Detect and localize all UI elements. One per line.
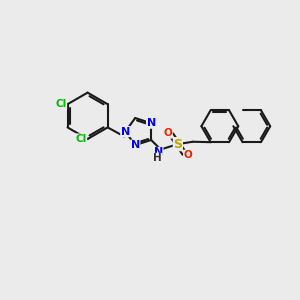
Text: H: H <box>153 153 162 164</box>
Text: S: S <box>173 138 182 151</box>
Text: Cl: Cl <box>75 134 87 144</box>
Text: N: N <box>130 140 140 150</box>
Text: O: O <box>164 128 172 138</box>
Text: N: N <box>146 118 156 128</box>
Text: Cl: Cl <box>55 99 67 109</box>
Text: N: N <box>121 127 130 136</box>
Text: N: N <box>154 147 163 158</box>
Text: O: O <box>184 150 192 160</box>
